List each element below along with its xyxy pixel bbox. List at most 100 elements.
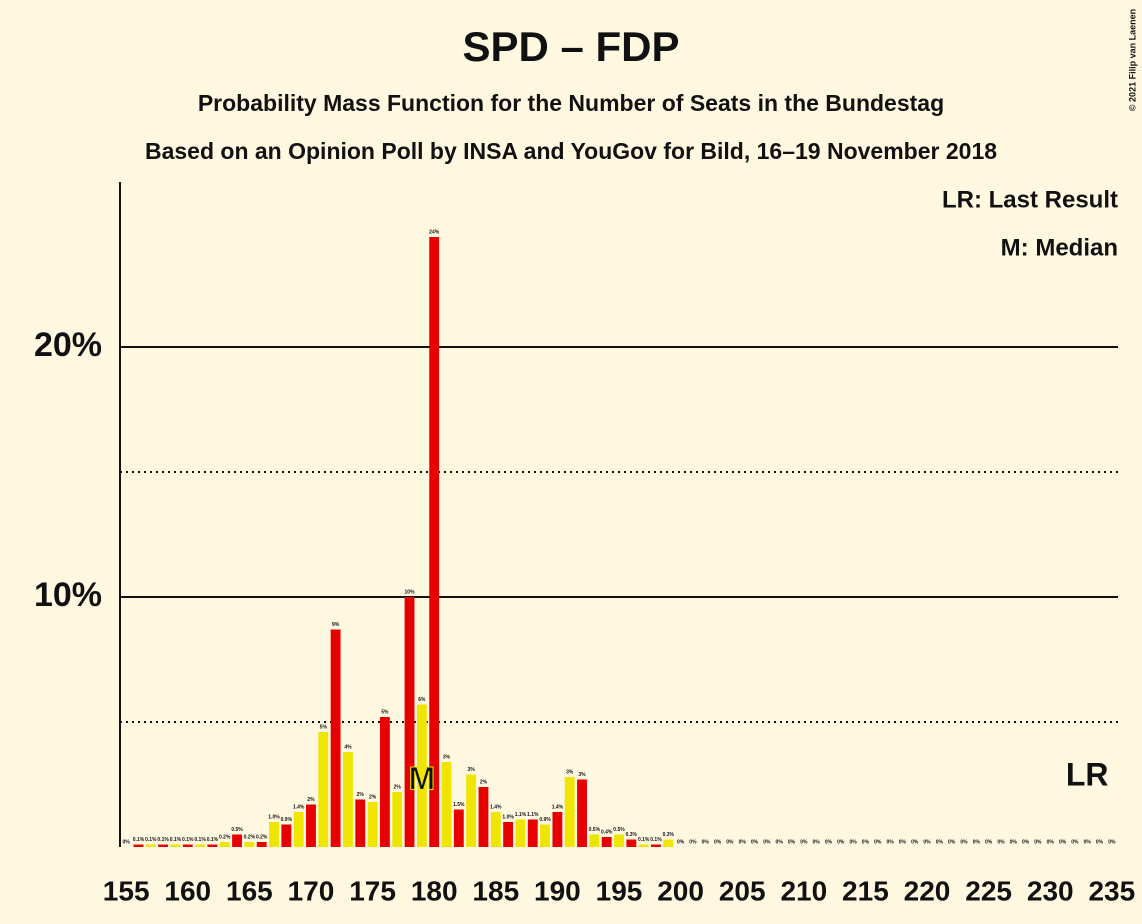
value-label: 0%: [973, 839, 981, 845]
chart-title: SPD – FDP: [462, 23, 679, 70]
bar: [453, 809, 464, 847]
value-label: 1.1%: [515, 812, 527, 818]
value-label: 0%: [726, 839, 734, 845]
value-label: 0.1%: [145, 837, 157, 843]
value-label: 0%: [997, 839, 1005, 845]
bar: [256, 842, 267, 847]
value-label: 1.0%: [502, 814, 514, 820]
value-label: 0%: [1084, 839, 1092, 845]
value-label: 0%: [1059, 839, 1067, 845]
bar: [244, 842, 255, 847]
value-label: 2%: [357, 792, 365, 798]
x-tick-label: 210: [780, 875, 827, 906]
bar: [663, 839, 674, 847]
bar: [182, 844, 193, 847]
x-tick-label: 180: [411, 875, 458, 906]
value-label: 0.1%: [157, 837, 169, 843]
value-label: 0.2%: [244, 834, 256, 840]
value-label: 0.2%: [256, 834, 268, 840]
value-label: 0.1%: [650, 837, 662, 843]
value-label: 1.4%: [293, 804, 305, 810]
value-label: 0%: [800, 839, 808, 845]
value-label: 9%: [332, 622, 340, 628]
bar: [281, 824, 292, 847]
x-tick-label: 205: [719, 875, 766, 906]
chart-subtitle: Probability Mass Function for the Number…: [198, 90, 944, 116]
bar: [367, 802, 378, 847]
value-label: 0.5%: [231, 827, 243, 833]
value-label: 1.1%: [527, 812, 539, 818]
value-label: 0%: [813, 839, 821, 845]
value-label: 0%: [776, 839, 784, 845]
value-label: 0%: [923, 839, 931, 845]
bar: [392, 792, 403, 847]
value-label: 4%: [344, 744, 352, 750]
bar: [478, 787, 489, 847]
value-label: 0%: [985, 839, 993, 845]
bar: [170, 844, 181, 847]
bar: [133, 844, 144, 847]
last-result-marker: LR: [1066, 756, 1109, 792]
value-label: 0%: [751, 839, 759, 845]
value-label: 2%: [394, 784, 402, 790]
value-label: 3%: [566, 769, 574, 775]
bar: [404, 597, 415, 847]
bar: [552, 812, 563, 847]
x-tick-label: 195: [596, 875, 643, 906]
value-label: 0%: [1022, 839, 1030, 845]
bar: [626, 839, 637, 847]
copyright: © 2021 Filip van Laenen: [1127, 9, 1137, 111]
bar: [318, 732, 329, 847]
value-label: 0%: [960, 839, 968, 845]
x-tick-label: 220: [904, 875, 951, 906]
bar: [441, 762, 452, 847]
x-tick-label: 170: [288, 875, 335, 906]
value-label: 0.1%: [133, 837, 145, 843]
legend-entry: M: Median: [1001, 234, 1118, 261]
value-label: 0%: [899, 839, 907, 845]
bar: [577, 779, 587, 847]
bar: [232, 834, 242, 847]
value-label: 1.4%: [552, 804, 564, 810]
x-tick-label: 230: [1027, 875, 1074, 906]
bar: [503, 822, 514, 847]
value-label: 0%: [874, 839, 882, 845]
bar: [527, 819, 538, 847]
value-label: 0.1%: [638, 837, 650, 843]
bar: [219, 842, 230, 847]
value-label: 3%: [443, 754, 451, 760]
value-label: 0%: [788, 839, 796, 845]
value-label: 2%: [480, 779, 488, 785]
value-label: 0%: [763, 839, 771, 845]
value-label: 0%: [862, 839, 870, 845]
value-label: 0%: [714, 839, 722, 845]
value-label: 0%: [1047, 839, 1055, 845]
x-tick-label: 185: [472, 875, 519, 906]
value-label: 0%: [849, 839, 857, 845]
value-label: 0%: [911, 839, 919, 845]
bar: [416, 704, 427, 847]
x-tick-label: 165: [226, 875, 273, 906]
value-label: 6%: [418, 697, 426, 703]
bar: [490, 812, 501, 847]
value-label: 0%: [1108, 839, 1116, 845]
bar: [269, 822, 279, 847]
value-label: 3%: [578, 772, 586, 778]
bar: [651, 844, 661, 847]
value-label: 0.1%: [182, 837, 194, 843]
value-label: 0.1%: [194, 837, 206, 843]
bar: [207, 844, 218, 847]
x-tick-label: 215: [842, 875, 889, 906]
value-label: 0.9%: [281, 817, 293, 823]
x-tick-label: 190: [534, 875, 581, 906]
value-label: 0.5%: [613, 827, 625, 833]
value-label: 5%: [320, 724, 328, 730]
value-label: 10%: [405, 589, 416, 595]
x-tick-label: 160: [164, 875, 211, 906]
value-label: 0%: [689, 839, 697, 845]
bar: [515, 819, 526, 847]
value-label: 0.9%: [539, 817, 551, 823]
value-label: 0%: [123, 839, 131, 845]
value-label: 0%: [886, 839, 894, 845]
